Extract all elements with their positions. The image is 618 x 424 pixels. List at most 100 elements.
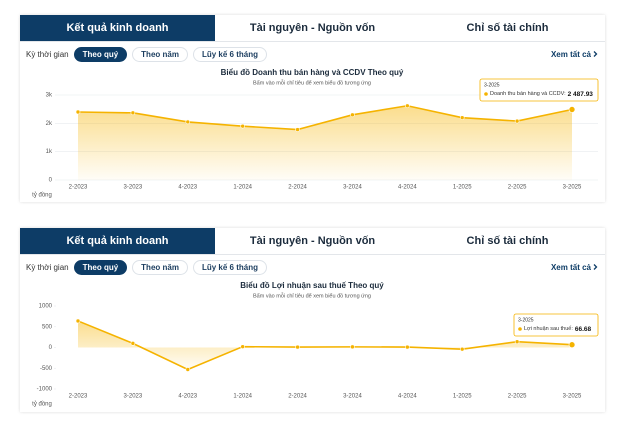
tab-bar: Kết quả kinh doanh Tài nguyên - Nguồn vốn… — [20, 15, 605, 42]
area — [78, 320, 572, 370]
period-label: Kỳ thời gian — [26, 49, 69, 59]
area — [78, 105, 572, 180]
tooltip-dot — [518, 327, 522, 331]
point — [350, 112, 355, 118]
x-tick-label: 3-2025 — [563, 394, 582, 400]
tooltip-text: Doanh thu bán hàng và CCDV: 2 487.93 — [490, 91, 593, 98]
chevron-icon — [593, 51, 598, 57]
tooltip-text: Lợi nhuận sau thuế: 66.68 — [524, 326, 592, 333]
point — [75, 318, 81, 324]
point — [75, 109, 81, 115]
y-tick-label: 2k — [46, 121, 53, 127]
tab-bar: Kết quả kinh doanh Tài nguyên - Nguồn vốn… — [20, 228, 605, 255]
line — [77, 104, 573, 131]
tab[interactable]: Chỉ số tài chính — [466, 22, 549, 34]
y-tick-label: 0 — [49, 178, 53, 184]
tab[interactable]: Chỉ số tài chính — [466, 235, 549, 247]
point — [240, 344, 245, 349]
x-tick-label: 3-2025 — [563, 185, 582, 191]
see-all[interactable]: Xem tất cả — [551, 263, 599, 272]
chart-subtitle: Bấm vào mỗi chỉ tiêu để xem biểu đồ tươn… — [253, 79, 371, 86]
x-tick-label: 2-2023 — [69, 185, 88, 191]
tooltip-dot — [484, 92, 488, 96]
chevron — [593, 264, 598, 270]
x-tick-label: 4-2023 — [178, 394, 197, 400]
tooltip-value: 66.68 — [575, 326, 592, 333]
chart-subtitle: Bấm vào mỗi chỉ tiêu để xem biểu đồ tươn… — [253, 292, 371, 299]
x-tick-label: 1-2025 — [453, 394, 472, 400]
filter-pill[interactable]: Lũy kế 6 tháng — [192, 259, 267, 275]
y-tick-label: 3k — [46, 93, 53, 99]
x-tick-label: 1-2025 — [453, 185, 472, 191]
point — [350, 344, 355, 350]
y-axis-label: tỷ đồng — [32, 192, 52, 199]
tab[interactable]: Tài nguyên - Nguồn vốn — [249, 22, 376, 34]
x-tick-label: 4-2024 — [398, 394, 417, 400]
y-tick-label: 1000 — [39, 304, 53, 310]
filter-pill[interactable]: Theo quý — [73, 259, 128, 275]
point — [130, 110, 136, 116]
see-all-text: Xem tất cả — [550, 49, 591, 59]
filter-pill[interactable]: Lũy kế 6 tháng — [192, 46, 267, 62]
panel: Kết quả kinh doanh Tài nguyên - Nguồn vốn… — [20, 228, 605, 412]
tooltip-title: 3-2025 — [484, 82, 500, 88]
tooltip-label: Doanh thu bán hàng và CCDV: — [490, 91, 566, 97]
point — [405, 103, 410, 109]
x-tick-label: 3-2024 — [343, 394, 362, 400]
chart: Biểu đồ Doanh thu bán hàng và CCDV Theo … — [32, 68, 599, 199]
x-tick-label: 2-2024 — [288, 394, 307, 400]
point — [568, 106, 576, 113]
point — [514, 118, 520, 124]
point — [405, 344, 410, 350]
filter-bar: Kỳ thời gian Theo quý Theo năm Lũy kế 6 thá… — [20, 45, 605, 63]
chevron — [593, 51, 598, 57]
y-tick-label: 1k — [46, 149, 53, 155]
tooltip-box — [513, 313, 599, 337]
y-tick-label: -500 — [40, 366, 53, 372]
point — [295, 127, 300, 132]
filter-pill[interactable]: Theo năm — [132, 259, 188, 275]
tab[interactable]: Tài nguyên - Nguồn vốn — [249, 235, 376, 247]
point — [295, 344, 300, 350]
point — [459, 115, 465, 120]
tab[interactable]: Kết quả kinh doanh — [20, 228, 215, 254]
line — [77, 320, 573, 371]
y-tick-label: -1000 — [37, 387, 53, 393]
filter-pill[interactable]: Theo năm — [132, 46, 188, 62]
x-tick-label: 2-2024 — [288, 185, 307, 191]
x-tick-label: 3-2023 — [124, 185, 143, 191]
chart-title: Biểu đồ Doanh thu bán hàng và CCDV Theo … — [221, 68, 404, 77]
see-all-text: Xem tất cả — [550, 262, 591, 272]
x-tick-label: 4-2024 — [398, 185, 417, 191]
x-tick-label: 2-2025 — [508, 185, 527, 191]
point — [514, 339, 520, 344]
x-tick-label: 4-2023 — [178, 185, 197, 191]
period-label: Kỳ thời gian — [26, 262, 69, 272]
x-tick-label: 2-2023 — [69, 394, 88, 400]
point — [568, 341, 576, 349]
point — [240, 123, 245, 129]
point — [130, 341, 136, 346]
chart-title: Biểu đồ Lợi nhuận sau thuế Theo quý — [240, 281, 384, 290]
point — [185, 119, 191, 125]
tooltip-value: 2 487.93 — [568, 91, 594, 98]
tooltip-title: 3-2025 — [518, 317, 534, 323]
tab[interactable]: Kết quả kinh doanh — [20, 15, 215, 41]
x-tick-label: 1-2024 — [233, 185, 252, 191]
x-tick-label: 3-2024 — [343, 185, 362, 191]
see-all[interactable]: Xem tất cả — [551, 50, 599, 59]
y-tick-label: 0 — [49, 345, 53, 351]
x-tick-label: 2-2025 — [508, 394, 527, 400]
chart: Biểu đồ Lợi nhuận sau thuế Theo quý Bấm v… — [32, 281, 599, 408]
y-tick-label: 500 — [42, 324, 53, 330]
x-tick-label: 1-2024 — [233, 394, 252, 400]
tooltip-box — [479, 78, 599, 102]
tooltip-label: Lợi nhuận sau thuế: — [524, 326, 573, 332]
point — [185, 367, 191, 372]
filter-pill[interactable]: Theo quý — [73, 46, 128, 62]
chevron-icon — [593, 264, 598, 270]
y-axis-label: tỷ đồng — [32, 401, 52, 408]
point — [459, 346, 465, 352]
x-tick-label: 3-2023 — [124, 394, 143, 400]
